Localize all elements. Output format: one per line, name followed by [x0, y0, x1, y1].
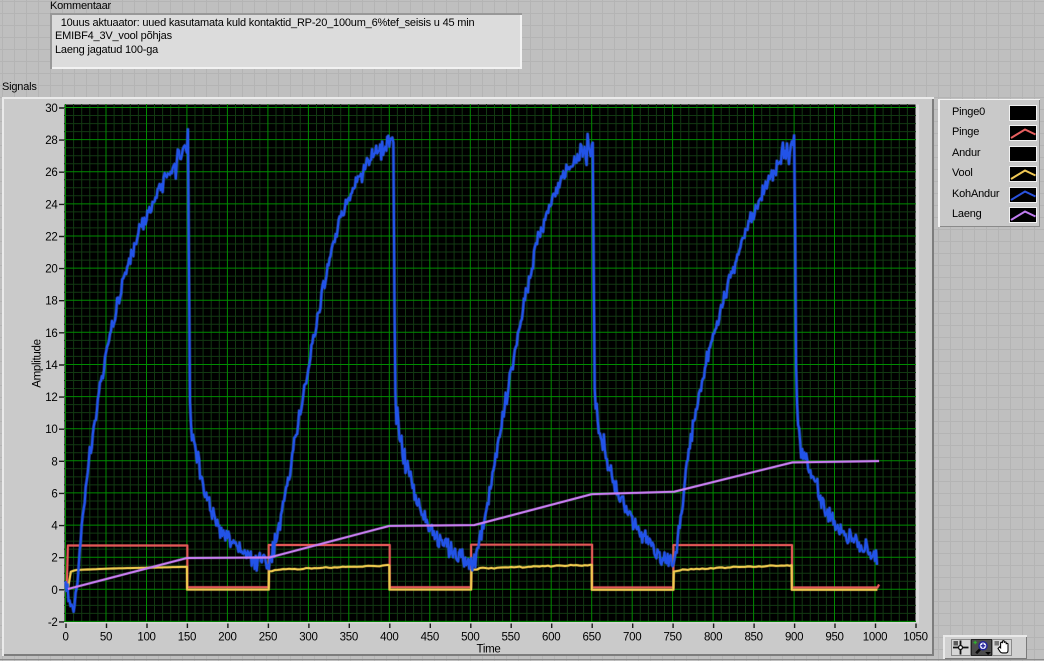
svg-text:250: 250 — [259, 632, 277, 644]
svg-text:650: 650 — [583, 632, 601, 644]
svg-text:16: 16 — [45, 328, 57, 340]
svg-text:900: 900 — [785, 632, 803, 644]
svg-text:350: 350 — [340, 632, 358, 644]
svg-text:Time: Time — [477, 644, 501, 656]
svg-text:12: 12 — [45, 392, 57, 404]
svg-text:850: 850 — [744, 632, 762, 644]
svg-text:200: 200 — [218, 632, 236, 644]
svg-text:26: 26 — [45, 167, 57, 179]
svg-text:1000: 1000 — [863, 632, 887, 644]
svg-text:150: 150 — [178, 632, 196, 644]
svg-text:18: 18 — [45, 296, 57, 308]
svg-text:1050: 1050 — [903, 632, 927, 644]
svg-text:300: 300 — [299, 632, 317, 644]
svg-text:28: 28 — [45, 135, 57, 147]
svg-text:8: 8 — [51, 456, 57, 468]
svg-text:600: 600 — [542, 632, 560, 644]
svg-text:4: 4 — [51, 521, 58, 533]
svg-text:22: 22 — [45, 232, 57, 244]
svg-text:-2: -2 — [48, 617, 58, 629]
svg-text:750: 750 — [663, 632, 681, 644]
svg-text:450: 450 — [421, 632, 439, 644]
svg-text:Amplitude: Amplitude — [32, 339, 44, 387]
svg-text:550: 550 — [502, 632, 520, 644]
svg-text:100: 100 — [137, 632, 155, 644]
svg-text:500: 500 — [461, 632, 479, 644]
svg-text:50: 50 — [100, 632, 112, 644]
svg-text:400: 400 — [380, 632, 398, 644]
svg-text:24: 24 — [45, 199, 58, 211]
svg-text:6: 6 — [51, 488, 57, 500]
svg-text:0: 0 — [62, 632, 68, 644]
svg-text:30: 30 — [45, 103, 57, 115]
svg-text:20: 20 — [45, 264, 57, 276]
svg-text:2: 2 — [51, 553, 57, 565]
svg-text:700: 700 — [623, 632, 641, 644]
svg-text:0: 0 — [51, 585, 57, 597]
svg-text:950: 950 — [825, 632, 843, 644]
svg-text:800: 800 — [704, 632, 722, 644]
svg-text:10: 10 — [45, 424, 57, 436]
svg-text:14: 14 — [45, 360, 58, 372]
